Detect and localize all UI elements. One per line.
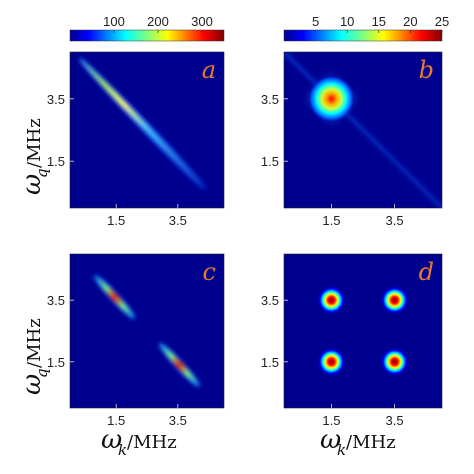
spot-peak xyxy=(316,285,347,315)
panel-background xyxy=(70,254,224,408)
panel-label: b xyxy=(419,56,434,84)
colorbar-tick-label: 5 xyxy=(312,14,319,29)
panel-background xyxy=(284,254,442,408)
x-tick-label: 3.5 xyxy=(386,213,404,228)
svg-text:k: k xyxy=(118,441,127,459)
x-tick-label: 1.5 xyxy=(107,413,125,428)
ridge-mark xyxy=(159,343,200,387)
colorbar-right xyxy=(283,29,443,42)
panel-frame xyxy=(69,253,225,409)
panel-frame xyxy=(283,51,443,209)
panel-label: a xyxy=(202,56,216,84)
colorbar-tick-label: 10 xyxy=(340,14,354,29)
panel-label: c xyxy=(203,258,216,286)
y-tick-label: 3.5 xyxy=(261,293,279,308)
svg-text:ω: ω xyxy=(17,374,47,395)
x-tick-label: 1.5 xyxy=(322,413,340,428)
panel-frame xyxy=(69,51,225,209)
y-tick-label: 1.5 xyxy=(47,154,65,169)
y-tick-label: 1.5 xyxy=(47,355,65,370)
y-tick-label: 1.5 xyxy=(261,154,279,169)
colorbar-tick-label: 20 xyxy=(403,14,417,29)
x-axis-label-left: ω k /MHz xyxy=(101,425,177,459)
svg-text:ω: ω xyxy=(101,425,122,455)
x-tick-label: 3.5 xyxy=(169,213,187,228)
colorbar-left xyxy=(69,29,225,42)
x-axis-label-right: ω k /MHz xyxy=(320,425,396,459)
svg-text:q: q xyxy=(33,168,51,178)
svg-text:q: q xyxy=(33,368,51,378)
colorbar-tick-label: 300 xyxy=(191,14,213,29)
panel-d: 1.5 3.5 3.5 1.5 d xyxy=(261,253,443,428)
panel-c: 1.5 3.5 3.5 1.5 c xyxy=(47,253,225,428)
colorbar-tick-label: 200 xyxy=(147,14,169,29)
ridge-mark xyxy=(94,275,135,319)
colorbar-tick-label: 15 xyxy=(372,14,386,29)
spot-peak xyxy=(379,347,410,377)
panel-a: 1.5 3.5 3.5 1.5 a xyxy=(47,51,225,228)
y-tick-label: 1.5 xyxy=(261,355,279,370)
panel-b: 1.5 3.5 3.5 1.5 b xyxy=(261,51,443,228)
panel-frame xyxy=(283,253,443,409)
y-tick-label: 3.5 xyxy=(47,293,65,308)
panel-label: d xyxy=(419,258,434,286)
x-tick-label: 3.5 xyxy=(386,413,404,428)
blob-tail xyxy=(329,97,442,208)
svg-text:ω: ω xyxy=(17,174,47,195)
y-axis-label-top: ω q /MHz xyxy=(17,118,51,195)
colorbar-tick-label: 100 xyxy=(103,14,125,29)
y-axis-label-bottom: ω q /MHz xyxy=(17,318,51,395)
svg-text:/MHz: /MHz xyxy=(127,432,177,453)
svg-text:/MHz: /MHz xyxy=(24,318,45,368)
colorbar-tick-label: 25 xyxy=(435,14,449,29)
x-tick-label: 1.5 xyxy=(107,213,125,228)
ridge-mark xyxy=(79,58,206,190)
spot-peak xyxy=(379,285,410,315)
x-tick-label: 3.5 xyxy=(169,413,187,428)
svg-text:k: k xyxy=(337,441,346,459)
svg-text:ω: ω xyxy=(320,425,341,455)
svg-text:/MHz: /MHz xyxy=(24,118,45,168)
y-tick-label: 3.5 xyxy=(47,92,65,107)
x-tick-label: 1.5 xyxy=(322,213,340,228)
y-tick-label: 3.5 xyxy=(261,92,279,107)
svg-text:/MHz: /MHz xyxy=(346,432,396,453)
spot-peak xyxy=(316,347,347,377)
blob-peak xyxy=(307,75,356,123)
